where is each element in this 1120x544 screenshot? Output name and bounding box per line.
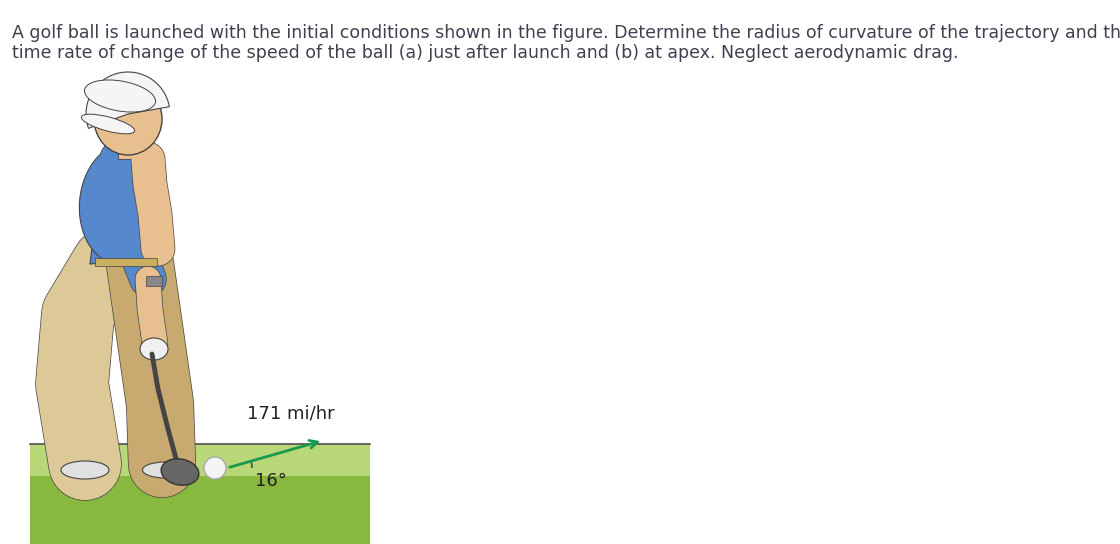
Ellipse shape [94,83,162,155]
Wedge shape [86,72,169,128]
Polygon shape [90,159,160,264]
FancyArrowPatch shape [230,441,317,467]
Text: A golf ball is launched with the initial conditions shown in the figure. Determi: A golf ball is launched with the initial… [12,24,1120,42]
Bar [146,276,162,286]
Ellipse shape [60,461,109,479]
Ellipse shape [142,462,187,478]
Ellipse shape [82,114,134,134]
Ellipse shape [140,338,168,360]
Ellipse shape [161,459,199,485]
Text: 16°: 16° [255,472,287,490]
Bar [118,137,138,159]
Bar [30,444,370,544]
Text: 171 mi/hr: 171 mi/hr [248,404,335,423]
Ellipse shape [84,80,156,112]
Circle shape [204,457,226,479]
Ellipse shape [80,144,165,264]
Bar [30,444,370,476]
Bar [95,258,157,266]
Text: time rate of change of the speed of the ball (a) just after launch and (b) at ap: time rate of change of the speed of the … [12,44,959,62]
